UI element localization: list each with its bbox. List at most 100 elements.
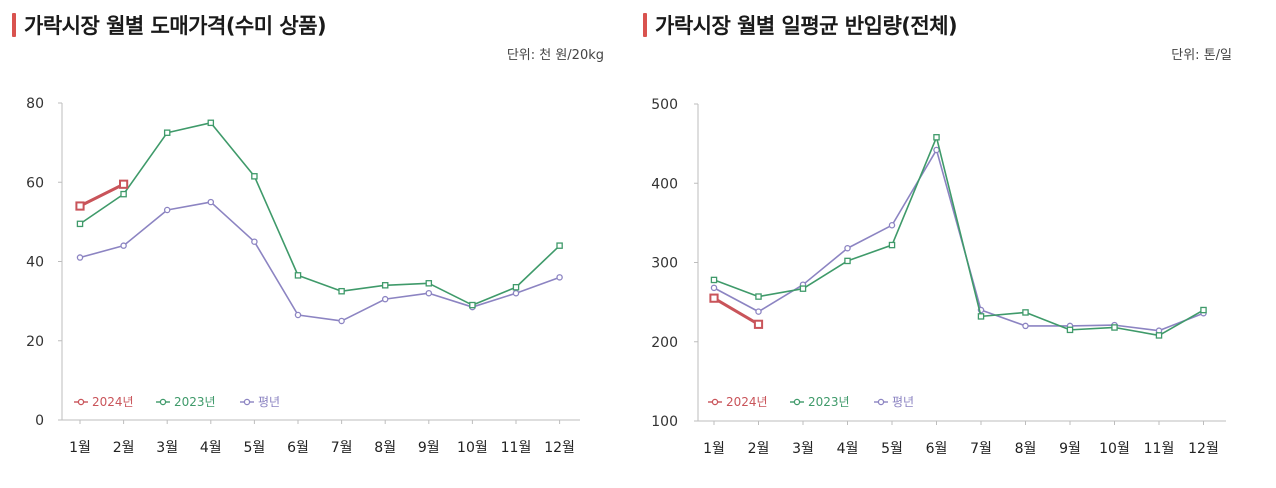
- x-tick-label: 2월: [113, 440, 135, 456]
- data-point-s2024: [119, 179, 129, 189]
- series-line-avg: [713, 149, 1204, 332]
- series-line-s2023: [713, 136, 1204, 337]
- x-tick-label: 8월: [1015, 441, 1037, 457]
- volume-line-chart: 100 200 300 400 500 1월 2월 3월 4월 5월 6월 7월 8월 9월 10월 11월 1…: [651, 97, 1226, 457]
- x-tick-label: 4월: [837, 441, 859, 457]
- unit-label: 단위: 천 원/20kg: [506, 48, 604, 63]
- data-point-s2023: [1200, 306, 1207, 314]
- data-point-s2023: [1155, 332, 1163, 339]
- series-line-s2024: [713, 296, 760, 326]
- data-point-s2023: [207, 119, 215, 127]
- x-tick-label: 3월: [792, 441, 814, 457]
- y-tick-label: 60: [26, 175, 44, 191]
- title-accent-bar: [643, 13, 647, 37]
- y-tick-label: 500: [651, 97, 678, 113]
- x-tick-label: 9월: [418, 440, 440, 456]
- x-tick-label: 5월: [244, 440, 266, 456]
- x-tick-label: 3월: [156, 440, 178, 456]
- series-line-avg: [79, 201, 560, 322]
- data-point-avg: [933, 146, 940, 154]
- data-point-avg: [888, 222, 896, 229]
- data-point-avg: [120, 242, 127, 249]
- x-tick-label: 6월: [926, 441, 948, 457]
- data-point-s2023: [977, 313, 985, 320]
- legend-label: 평년: [258, 395, 280, 409]
- legend-label: 평년: [892, 395, 914, 409]
- chart-title: 가락시장 월별 도매가격(수미 상품): [24, 14, 327, 38]
- data-point-s2023: [469, 301, 476, 309]
- data-point-s2024: [753, 319, 764, 329]
- data-point-s2023: [1111, 324, 1118, 331]
- x-tick-label: 2월: [748, 441, 770, 457]
- data-point-s2023: [120, 190, 127, 198]
- x-tick-label: 1월: [703, 441, 725, 457]
- legend-label: 2024년: [92, 395, 134, 409]
- data-point-s2023: [381, 282, 389, 289]
- price-chart-panel: 가락시장 월별 도매가격(수미 상품) 단위: 천 원/20kg 0 20 40 60…: [12, 13, 604, 456]
- data-point-s2023: [294, 272, 302, 279]
- data-point-s2023: [755, 293, 762, 300]
- data-point-avg: [1022, 322, 1029, 330]
- data-point-s2023: [425, 280, 433, 287]
- volume-chart-panel: 가락시장 월별 일평균 반입량(전체) 단위: 톤/일 100 200 300 400…: [638, 0, 1276, 488]
- series-line-s2023: [79, 122, 561, 306]
- data-point-avg: [844, 244, 851, 252]
- x-tick-label: 8월: [374, 440, 396, 456]
- x-tick-label: 6월: [287, 440, 309, 456]
- x-tick-label: 12월: [1188, 441, 1219, 457]
- data-point-s2023: [710, 276, 718, 284]
- title-accent-bar: [12, 13, 16, 37]
- data-point-avg: [76, 254, 84, 261]
- legend-marker: [159, 398, 167, 406]
- data-point-s2023: [338, 287, 345, 295]
- y-tick-label: 80: [26, 96, 44, 112]
- data-point-s2024: [709, 293, 719, 303]
- data-point-s2023: [1066, 326, 1074, 334]
- y-tick-label: 100: [651, 414, 678, 430]
- data-point-s2023: [251, 173, 258, 180]
- x-tick-label: 7월: [970, 441, 992, 457]
- x-tick-label: 7월: [331, 440, 353, 456]
- y-tick-label: 400: [651, 176, 678, 192]
- data-point-avg: [163, 206, 171, 214]
- unit-label: 단위: 톤/일: [1171, 48, 1232, 63]
- data-point-avg: [556, 274, 563, 281]
- x-tick-label: 4월: [200, 440, 222, 456]
- price-line-chart: 0 20 40 60 80 1월 2월 3월 4월 5월 6월 7월 8월 9월 10월 11월 12월 2024…: [26, 96, 580, 456]
- data-point-avg: [207, 198, 215, 206]
- data-point-avg: [755, 308, 762, 315]
- data-point-avg: [425, 289, 433, 297]
- x-tick-label: 9월: [1059, 441, 1081, 457]
- series-line-s2024: [79, 182, 125, 208]
- x-tick-label: 10월: [1099, 441, 1130, 457]
- data-point-s2023: [556, 242, 563, 249]
- y-tick-label: 40: [26, 255, 44, 271]
- data-point-s2023: [163, 129, 171, 136]
- data-point-avg: [251, 238, 258, 245]
- legend-label: 2024년: [726, 395, 768, 409]
- data-point-s2024: [75, 201, 85, 211]
- data-point-s2023: [799, 285, 807, 292]
- legend-marker: [711, 398, 719, 406]
- x-tick-label: 1월: [69, 440, 91, 456]
- data-point-avg: [710, 284, 718, 292]
- y-tick-label: 300: [651, 256, 678, 272]
- data-point-avg: [381, 295, 389, 303]
- x-tick-label: 11월: [1144, 441, 1175, 457]
- data-point-avg: [338, 317, 345, 325]
- data-point-avg: [294, 311, 302, 319]
- y-tick-label: 0: [35, 413, 44, 429]
- legend-marker: [793, 398, 801, 406]
- data-point-s2023: [512, 284, 520, 291]
- data-point-s2023: [933, 134, 940, 141]
- data-point-avg: [512, 289, 520, 297]
- legend-marker: [877, 398, 885, 406]
- data-point-s2023: [888, 241, 896, 249]
- legend-marker: [77, 398, 85, 406]
- x-tick-label: 11월: [501, 440, 532, 456]
- chart-title: 가락시장 월별 일평균 반입량(전체): [655, 14, 958, 38]
- legend-marker: [243, 398, 251, 406]
- y-tick-label: 20: [26, 334, 44, 350]
- data-point-s2023: [844, 257, 851, 265]
- x-tick-label: 12월: [544, 440, 575, 456]
